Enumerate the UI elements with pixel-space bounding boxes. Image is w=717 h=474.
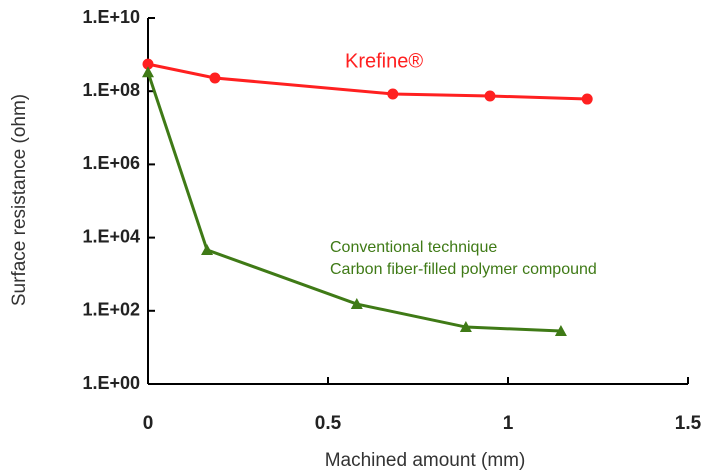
x-tick-label: 1.5	[675, 413, 702, 434]
marker	[350, 298, 363, 310]
y-tick-label: 1.E+00	[82, 373, 140, 393]
marker	[142, 58, 154, 70]
marker	[142, 66, 154, 78]
y-tick-label: 1.E+06	[82, 153, 140, 173]
series-line	[146, 71, 561, 333]
marker	[387, 88, 399, 100]
x-axis-label: Machined amount (mm)	[325, 450, 526, 471]
y-tick-label: 1.E+10	[82, 7, 140, 27]
marker	[484, 90, 496, 102]
x-tick-label: 0.5	[315, 413, 342, 434]
marker	[201, 243, 214, 255]
marker	[554, 325, 567, 337]
y-tick-label: 1.E+02	[82, 300, 140, 320]
marker	[209, 72, 221, 84]
marker	[459, 321, 472, 333]
annotation: Carbon fiber-filled polymer compound	[330, 261, 597, 278]
marker	[581, 93, 593, 105]
y-tick-label: 1.E+04	[82, 226, 140, 246]
annotation: Conventional technique	[330, 239, 497, 256]
annotation: Krefine®	[345, 50, 423, 72]
y-axis-label: Surface resistance (ohm)	[9, 94, 30, 306]
x-tick-label: 1	[503, 413, 514, 434]
x-tick-label: 0	[143, 413, 154, 434]
y-tick-label: 1.E+08	[82, 80, 140, 100]
